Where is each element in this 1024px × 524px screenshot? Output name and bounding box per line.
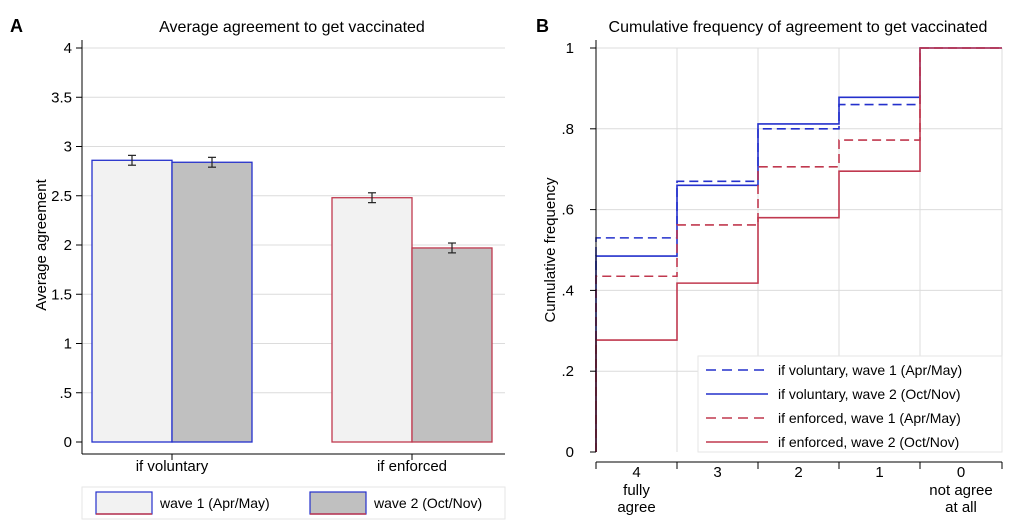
y-tick-label: 0 [64, 434, 72, 451]
legend-box [697, 355, 1003, 453]
y-tick-label: 1 [64, 336, 72, 353]
x-tick-label: 0 [957, 464, 965, 481]
legend-label: if voluntary, wave 2 (Oct/Nov) [778, 386, 961, 402]
x-tick-label: if enforced [377, 458, 447, 475]
bar [91, 159, 173, 443]
panel-b-letter: B [536, 16, 549, 36]
series-line [595, 47, 1002, 452]
y-tick-label: .6 [561, 202, 574, 219]
y-tick-label: 4 [64, 40, 72, 57]
bar [171, 161, 253, 443]
y-tick-label: 3 [64, 139, 72, 156]
x-tick-label: 4 [632, 464, 640, 481]
x-tick-sublabel: at all [945, 499, 977, 516]
legend-swatch [95, 491, 153, 515]
panel-a-legend: wave 1 (Apr/May) wave 2 (Oct/Nov) [81, 486, 506, 520]
x-tick-label: 2 [794, 464, 802, 481]
bar [411, 247, 493, 443]
x-tick-sublabel: not agree [929, 482, 992, 499]
y-tick-label: .5 [59, 385, 72, 402]
panel-a-axes: 0 .5 1 1.5 2 2.5 3 3.5 4 if voluntary if enforced [51, 40, 505, 475]
x-tick-label: 3 [713, 464, 721, 481]
panel-a-title: Average agreement to get vaccinated [159, 19, 425, 36]
y-tick-label: 2 [64, 237, 72, 254]
panel-b-step-lines [595, 47, 1002, 452]
y-tick-label: 1 [566, 40, 574, 57]
y-tick-label: 3.5 [51, 89, 72, 106]
x-tick-sublabel: agree [617, 499, 655, 516]
panel-b-ylabel: Cumulative frequency [542, 177, 559, 323]
panel-b-title: Cumulative frequency of agreement to get… [609, 19, 988, 36]
x-tick-label: 1 [875, 464, 883, 481]
legend-label: wave 1 (Apr/May) [159, 495, 270, 511]
legend-label: wave 2 (Oct/Nov) [373, 495, 482, 511]
panel-a-ylabel: Average agreement [33, 178, 50, 310]
legend-label: if enforced, wave 2 (Oct/Nov) [778, 434, 959, 450]
panel-b-legend: if voluntary, wave 1 (Apr/May) if volunta… [697, 355, 1003, 453]
y-tick-label: .8 [561, 121, 574, 138]
legend-label: if enforced, wave 1 (Apr/May) [778, 410, 961, 426]
panel-a-bars [91, 154, 493, 443]
x-tick-label: if voluntary [136, 458, 209, 475]
y-tick-label: 2.5 [51, 188, 72, 205]
y-tick-label: .4 [561, 282, 574, 299]
y-tick-label: 1.5 [51, 286, 72, 303]
x-tick-sublabel: fully [623, 482, 650, 499]
panel-a-letter: A [10, 16, 23, 36]
legend-label: if voluntary, wave 1 (Apr/May) [778, 362, 962, 378]
y-tick-label: .2 [561, 363, 574, 380]
y-tick-label: 0 [566, 444, 574, 461]
legend-swatch [309, 491, 367, 515]
bar [331, 197, 413, 443]
